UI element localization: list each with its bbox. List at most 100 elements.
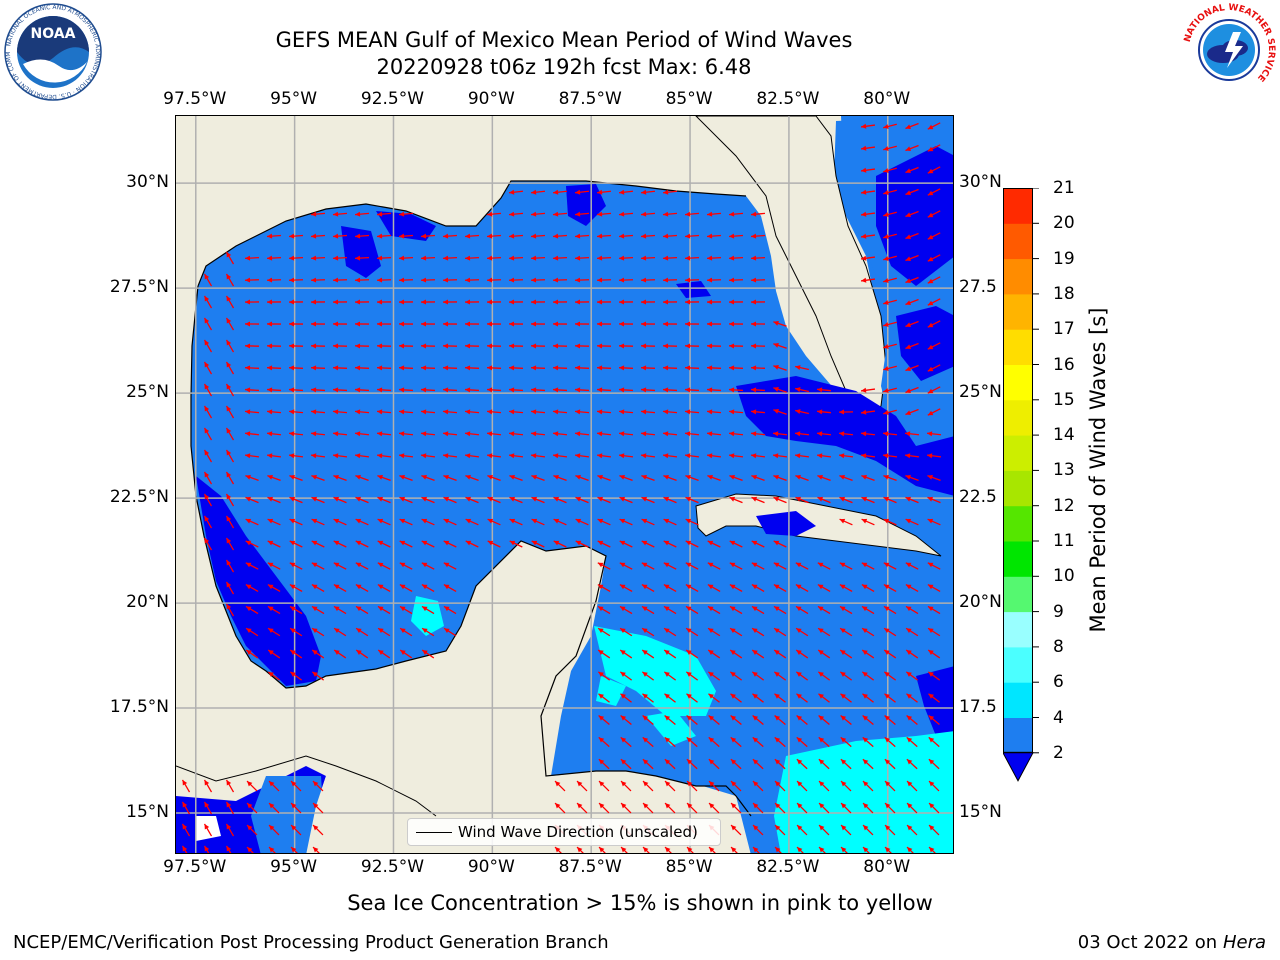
wave-direction-arrow [596, 409, 612, 415]
wave-direction-arrow [860, 387, 876, 393]
wave-direction-arrow [707, 474, 721, 482]
wave-direction-arrow [927, 298, 941, 306]
wave-direction-arrow [203, 471, 213, 485]
wave-direction-arrow [818, 736, 830, 748]
wave-direction-arrow [354, 211, 370, 217]
wave-direction-arrow [839, 627, 853, 637]
wave-direction-arrow [796, 693, 808, 703]
wave-direction-arrow [818, 693, 830, 703]
wave-direction-arrow [354, 431, 370, 437]
latitude-label-right: 15°N [959, 802, 1002, 822]
wave-direction-arrow [706, 299, 722, 305]
wave-direction-arrow [486, 387, 502, 393]
wave-direction-arrow [730, 780, 742, 792]
wave-direction-arrow [664, 780, 676, 792]
wave-direction-arrow [443, 562, 457, 570]
wave-direction-arrow [685, 649, 699, 659]
wave-direction-arrow [839, 496, 853, 504]
wave-direction-arrow [642, 780, 654, 792]
wave-direction-arrow [288, 343, 304, 349]
wave-direction-arrow [597, 562, 611, 570]
wave-direction-arrow [267, 540, 281, 548]
wave-direction-arrow [531, 518, 545, 526]
wave-direction-arrow [619, 649, 633, 659]
wave-direction-arrow [662, 431, 678, 437]
wave-direction-arrow [884, 693, 896, 703]
wave-direction-arrow [225, 515, 235, 529]
wave-direction-arrow [311, 627, 325, 637]
wave-direction-arrow [552, 431, 568, 437]
wave-direction-arrow [596, 343, 612, 349]
wave-direction-arrow [398, 211, 414, 217]
wave-direction-arrow [883, 605, 897, 615]
wave-direction-arrow [508, 365, 524, 371]
wave-direction-arrow [860, 409, 876, 415]
wave-direction-arrow [882, 453, 898, 459]
wave-direction-arrow [310, 387, 326, 393]
wave-direction-arrow [686, 715, 698, 725]
wave-direction-arrow [684, 453, 700, 459]
wave-direction-arrow [750, 453, 766, 459]
wave-direction-arrow [598, 780, 610, 792]
wave-direction-arrow [225, 845, 232, 853]
wave-direction-arrow [729, 649, 743, 659]
wave-direction-arrow [398, 431, 414, 437]
wave-direction-arrow [442, 387, 458, 393]
wave-direction-arrow [597, 627, 611, 637]
longitude-label-bottom: 85°W [665, 857, 713, 877]
wave-direction-arrow [927, 210, 941, 218]
wave-direction-arrow [509, 496, 523, 504]
wave-direction-arrow [642, 758, 654, 770]
wave-direction-arrow [774, 802, 786, 814]
wave-direction-arrow [333, 474, 347, 482]
wave-direction-arrow [376, 277, 392, 283]
wave-direction-arrow [706, 343, 722, 349]
wave-direction-arrow [442, 453, 458, 459]
wave-direction-arrow [773, 627, 787, 637]
wave-direction-arrow [310, 409, 326, 415]
wave-direction-arrow [619, 518, 633, 526]
wave-direction-arrow [817, 627, 831, 637]
wave-direction-arrow [729, 584, 743, 592]
wave-direction-arrow [311, 671, 325, 681]
wave-direction-arrow [268, 846, 276, 853]
wave-direction-arrow [312, 824, 324, 836]
wave-direction-arrow [685, 518, 699, 526]
wave-direction-arrow [442, 343, 458, 349]
wave-direction-arrow [508, 409, 524, 415]
wave-direction-arrow [883, 584, 897, 592]
wave-direction-arrow [508, 387, 524, 393]
wave-direction-arrow [311, 584, 325, 592]
wave-direction-arrow [574, 365, 590, 371]
wave-direction-arrow [685, 627, 699, 637]
wave-direction-arrow [708, 736, 720, 748]
wave-direction-arrow [332, 255, 348, 261]
wave-direction-arrow [377, 518, 391, 526]
wave-direction-arrow [552, 453, 568, 459]
wave-direction-arrow [839, 562, 853, 570]
wave-direction-arrow [641, 540, 655, 548]
longitude-label-top: 82.5°W [756, 89, 820, 109]
wave-direction-arrow [708, 715, 720, 725]
wave-direction-arrow [642, 802, 654, 814]
wave-direction-arrow [420, 277, 436, 283]
wave-direction-arrow [266, 365, 282, 371]
wave-direction-arrow [244, 277, 260, 283]
wave-direction-arrow [486, 299, 502, 305]
wave-direction-arrow [203, 779, 213, 793]
wave-direction-arrow [509, 474, 523, 482]
legend-line-swatch [416, 832, 452, 833]
wave-direction-arrow [530, 453, 546, 459]
wave-direction-arrow [267, 518, 281, 526]
wave-direction-arrow [618, 299, 634, 305]
wave-direction-arrow [310, 255, 326, 261]
wave-direction-arrow [796, 780, 808, 792]
cuba [695, 493, 942, 557]
wave-direction-arrow [840, 758, 852, 770]
wave-direction-arrow [355, 562, 369, 570]
wave-direction-arrow [884, 802, 896, 814]
wave-direction-arrow [245, 649, 259, 659]
wave-direction-arrow [750, 321, 766, 327]
wave-direction-arrow [333, 562, 347, 570]
wave-direction-arrow [663, 518, 677, 526]
